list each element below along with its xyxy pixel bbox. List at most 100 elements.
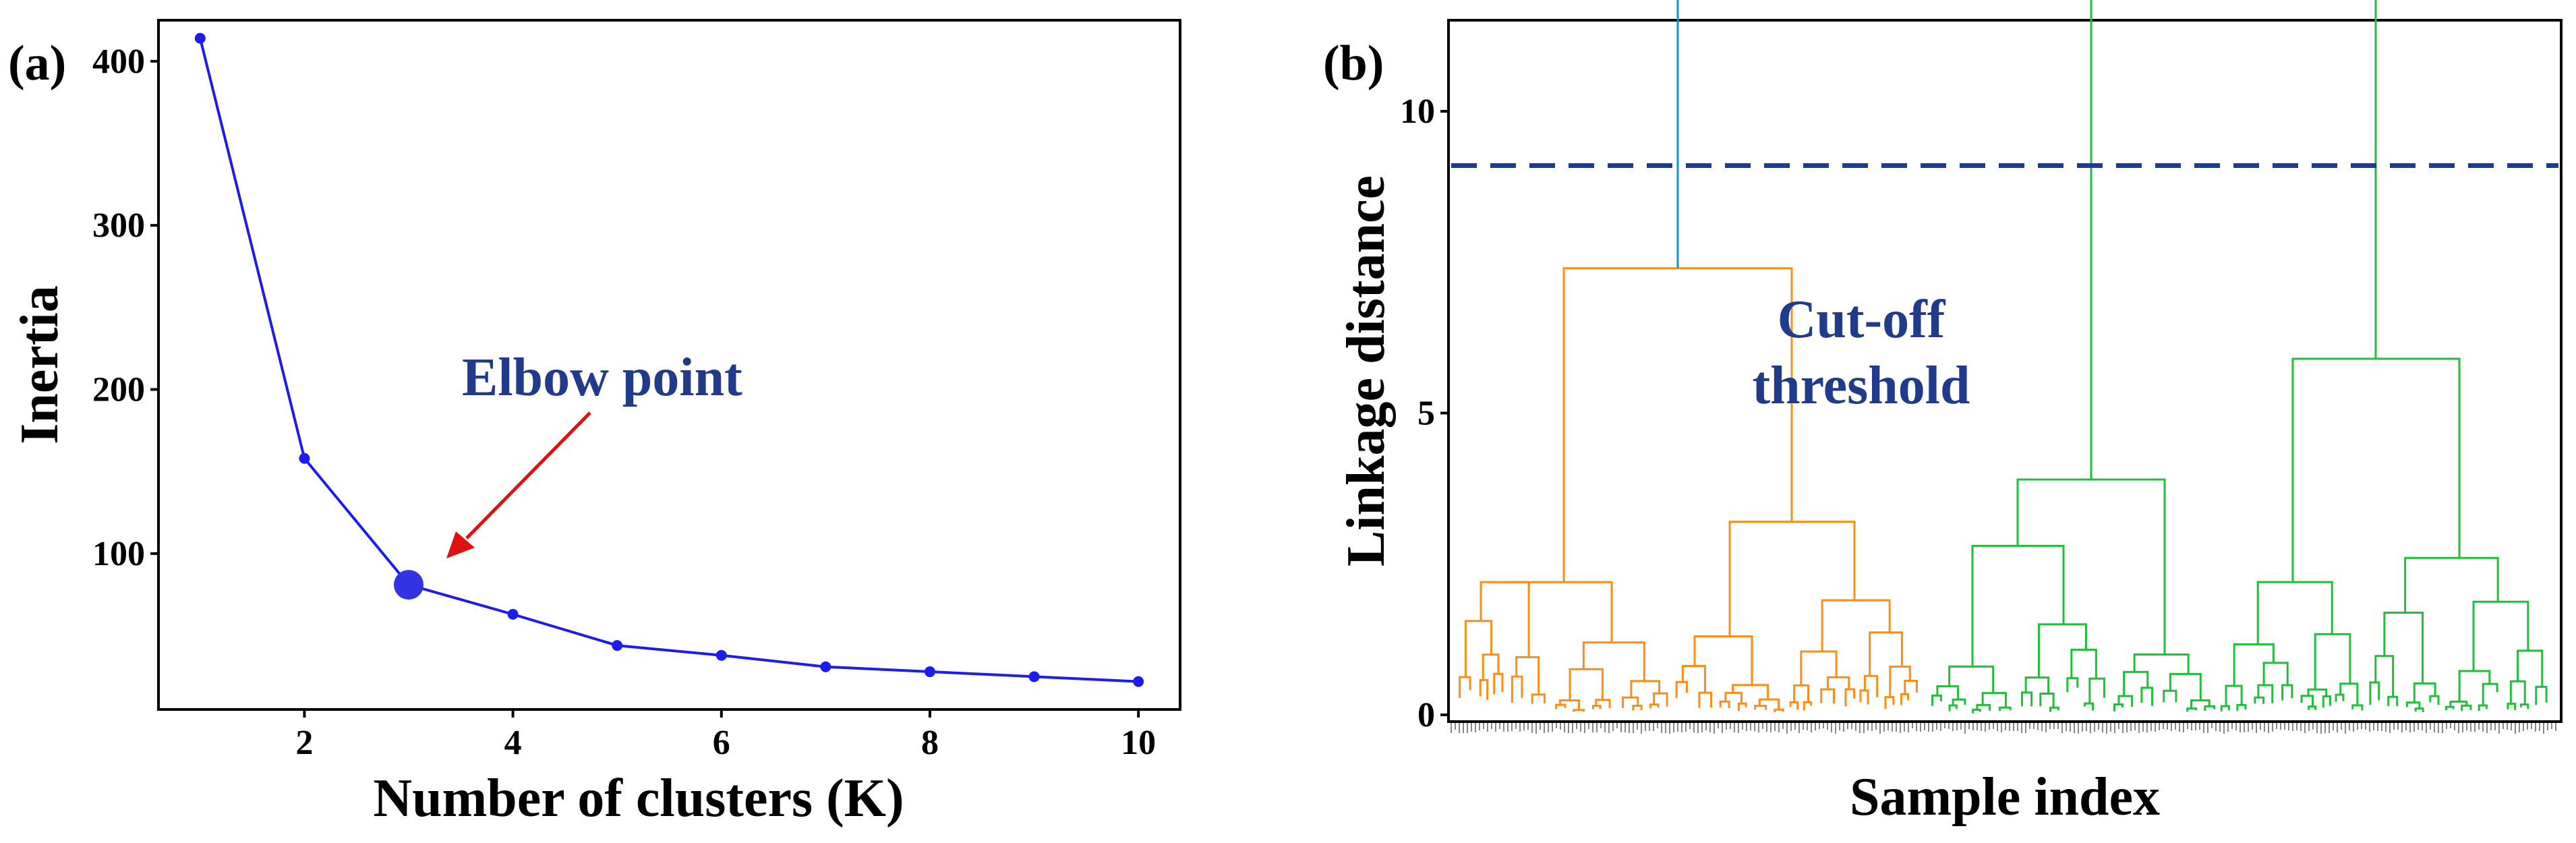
panel-b-label: (b) [1323, 36, 1384, 91]
dendrogram-link [2472, 600, 2529, 672]
dendrogram-link [1826, 676, 1850, 690]
dendrogram-link [2413, 682, 2436, 703]
dendrogram-link [2037, 623, 2087, 678]
dendrogram-link [1774, 708, 1784, 713]
dendrogram-link [1948, 704, 1958, 711]
elbow-point-marker [394, 570, 424, 600]
inertia-point [507, 608, 519, 620]
cutoff-label-line1: Cut-off [1778, 290, 1946, 349]
dendrogram-link [2256, 581, 2333, 645]
dendrogram-link [2445, 705, 2455, 711]
dendrogram-link [1800, 650, 1838, 686]
dendrogram-link [2517, 649, 2544, 687]
panel-b: (b) 05101520 Cut-off threshold Sample in… [1323, 0, 2563, 827]
inertia-point [924, 666, 935, 678]
dendrogram-link [2520, 703, 2529, 709]
x-tick-label: 4 [504, 724, 522, 762]
inertia-point [820, 661, 831, 672]
dendrogram-link [2414, 707, 2424, 712]
dendrogram-link [2291, 357, 2461, 583]
x-tick-label: 10 [1121, 724, 1156, 762]
inertia-point [1028, 671, 1040, 682]
dendrogram-link [1698, 691, 1713, 708]
dendrogram-link [1653, 692, 1668, 707]
elbow-point-label: Elbow point [462, 348, 742, 407]
dendrogram-link [1693, 635, 1753, 685]
dendrogram-link [1981, 692, 2007, 708]
dendrogram-link [1676, 0, 1679, 268]
dendrogram-link [1649, 703, 1660, 709]
y-tick-label: 400 [92, 42, 145, 81]
dendrogram-link [2236, 703, 2247, 711]
dendrogram-link [2308, 705, 2317, 710]
dendrogram-link [2383, 612, 2424, 684]
y-tick-label: 5 [1417, 395, 1435, 433]
dendrogram-link [1719, 700, 1730, 709]
dendrogram-link [1936, 685, 1960, 700]
dendrogram-link [2039, 693, 2055, 708]
panel-a-x-ticks: 2 4 6 8 10 [295, 709, 1156, 762]
dendrogram-link [2049, 706, 2059, 712]
dendrogram-link [1884, 696, 1895, 709]
dendrogram-link [2133, 653, 2190, 674]
dendrogram-link [1737, 702, 1747, 711]
dendrogram-link [1503, 581, 1613, 643]
dendrogram-link [2482, 682, 2498, 706]
dendrogram-link [1562, 267, 1793, 583]
dendrogram-link [1948, 665, 1995, 693]
dendrogram-link [1493, 672, 1504, 695]
dendrogram-link [2123, 670, 2149, 697]
dendrogram-link [2070, 648, 2097, 679]
dendrogram-link [2254, 696, 2265, 704]
dendrogram-link [2281, 684, 2293, 701]
inertia-point [299, 453, 310, 464]
dendrogram-link [1724, 691, 1743, 704]
dendrogram-link [2405, 701, 2421, 709]
panel-a-x-axis-label: Number of clusters (K) [373, 769, 904, 828]
dendrogram-link [1821, 599, 1891, 652]
dendrogram-link [2461, 704, 2472, 711]
dendrogram-link [1904, 679, 1918, 695]
dendrogram-link [2186, 707, 2198, 712]
inertia-point [612, 640, 623, 651]
dendrogram-link [1793, 684, 1810, 703]
dendrogram-link [1622, 696, 1639, 708]
dendrogram-link [1591, 705, 1602, 709]
dendrogram-link [1569, 668, 1604, 701]
dendrogram-link [1999, 706, 2012, 711]
dendrogram-link [1511, 675, 1523, 703]
x-tick-label: 2 [295, 724, 313, 762]
dendrogram-link [2113, 703, 2124, 711]
dendrogram-link [2066, 677, 2079, 693]
dendrogram-link [2225, 685, 2243, 706]
dendrogram-link [1632, 704, 1643, 711]
dendrogram-link [2024, 676, 2050, 694]
dendrogram-link [2190, 699, 2211, 709]
dendrogram-link [1531, 693, 1546, 704]
dendrogram-link [2449, 700, 2468, 707]
dendrogram-link [1573, 709, 1585, 712]
dendrogram-link [2478, 704, 2488, 711]
dendrogram-link [1844, 688, 1856, 707]
dendrogram-link [1480, 581, 1530, 658]
y-tick-label: 10 [1400, 92, 1435, 131]
panel-b-x-axis-label: Sample index [1850, 767, 2160, 827]
dendrogram-link [2322, 695, 2331, 708]
dendrogram-link [1859, 689, 1869, 705]
elbow-arrow-shaft [465, 411, 591, 540]
dendrogram-link [1889, 665, 1911, 697]
dendrogram-link [2404, 556, 2499, 613]
elbow-arrow-head [446, 531, 475, 558]
panel-b-y-axis-label: Linkage distance [1337, 175, 1396, 566]
dendrogram-link [1803, 701, 1812, 711]
inertia-point [194, 32, 206, 44]
dendrogram-link [2233, 643, 2275, 686]
dendrogram-link [1479, 678, 1489, 700]
y-tick-label: 0 [1417, 696, 1435, 734]
dendrogram-link [1482, 653, 1500, 680]
x-tick-label: 8 [921, 724, 939, 762]
dendrogram-link [2509, 680, 2526, 705]
dendrogram-link [1869, 631, 1903, 676]
dendrogram-link [2220, 705, 2230, 711]
dendrogram-link [1863, 674, 1879, 697]
